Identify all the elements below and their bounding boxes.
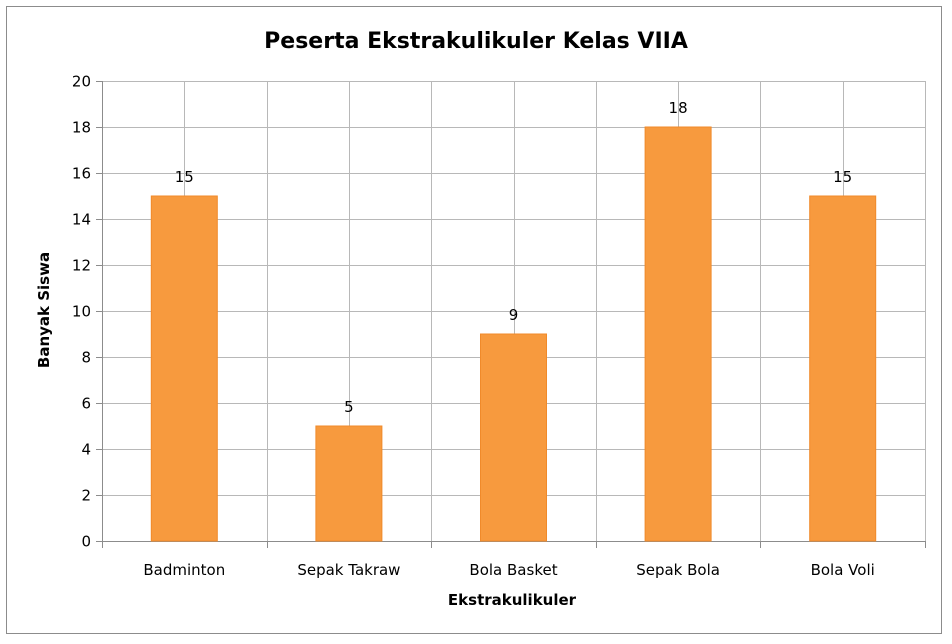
x-tick-label: Sepak Bola bbox=[636, 561, 720, 579]
y-tick-label: 10 bbox=[72, 303, 91, 321]
y-tick-label: 12 bbox=[72, 257, 91, 275]
data-label: 15 bbox=[833, 168, 852, 186]
data-label: 5 bbox=[344, 398, 354, 416]
chart-title: Peserta Ekstrakulikuler Kelas VIIA bbox=[264, 29, 688, 54]
data-label: 9 bbox=[509, 306, 519, 324]
bar-layer bbox=[150, 126, 877, 542]
bar-bola-voli bbox=[809, 195, 877, 542]
bar-badminton bbox=[150, 195, 218, 542]
x-tick-label: Bola Basket bbox=[469, 561, 557, 579]
y-tick-label: 8 bbox=[81, 349, 91, 367]
y-tick-label: 14 bbox=[72, 211, 91, 229]
bar-bola-basket bbox=[480, 333, 547, 542]
y-tick-label: 0 bbox=[81, 533, 91, 551]
y-tick-label: 18 bbox=[72, 119, 91, 137]
x-tick-label: Sepak Takraw bbox=[297, 561, 400, 579]
x-tick-label: Bola Voli bbox=[811, 561, 875, 579]
y-tick-label: 16 bbox=[72, 165, 91, 183]
y-tick-label: 6 bbox=[81, 395, 91, 413]
y-axis-title: Banyak Siswa bbox=[35, 252, 53, 368]
bar-sepak-bola bbox=[644, 126, 712, 542]
bar-sepak-takraw bbox=[315, 425, 383, 542]
x-tick-label: Badminton bbox=[143, 561, 225, 579]
y-tick-label: 2 bbox=[81, 487, 91, 505]
x-axis-title: Ekstrakulikuler bbox=[448, 591, 577, 609]
y-tick-label: 4 bbox=[81, 441, 91, 459]
axis-layer: 0 2 4 6 8 10 12 14 16 18 20 bbox=[72, 73, 926, 551]
y-tick-label: 20 bbox=[72, 73, 91, 91]
data-label: 15 bbox=[175, 168, 194, 186]
label-layer: 15 Badminton 5 Sepak Takraw 9 Bola Basket 18 Se… bbox=[143, 99, 874, 579]
data-label: 18 bbox=[669, 99, 688, 117]
